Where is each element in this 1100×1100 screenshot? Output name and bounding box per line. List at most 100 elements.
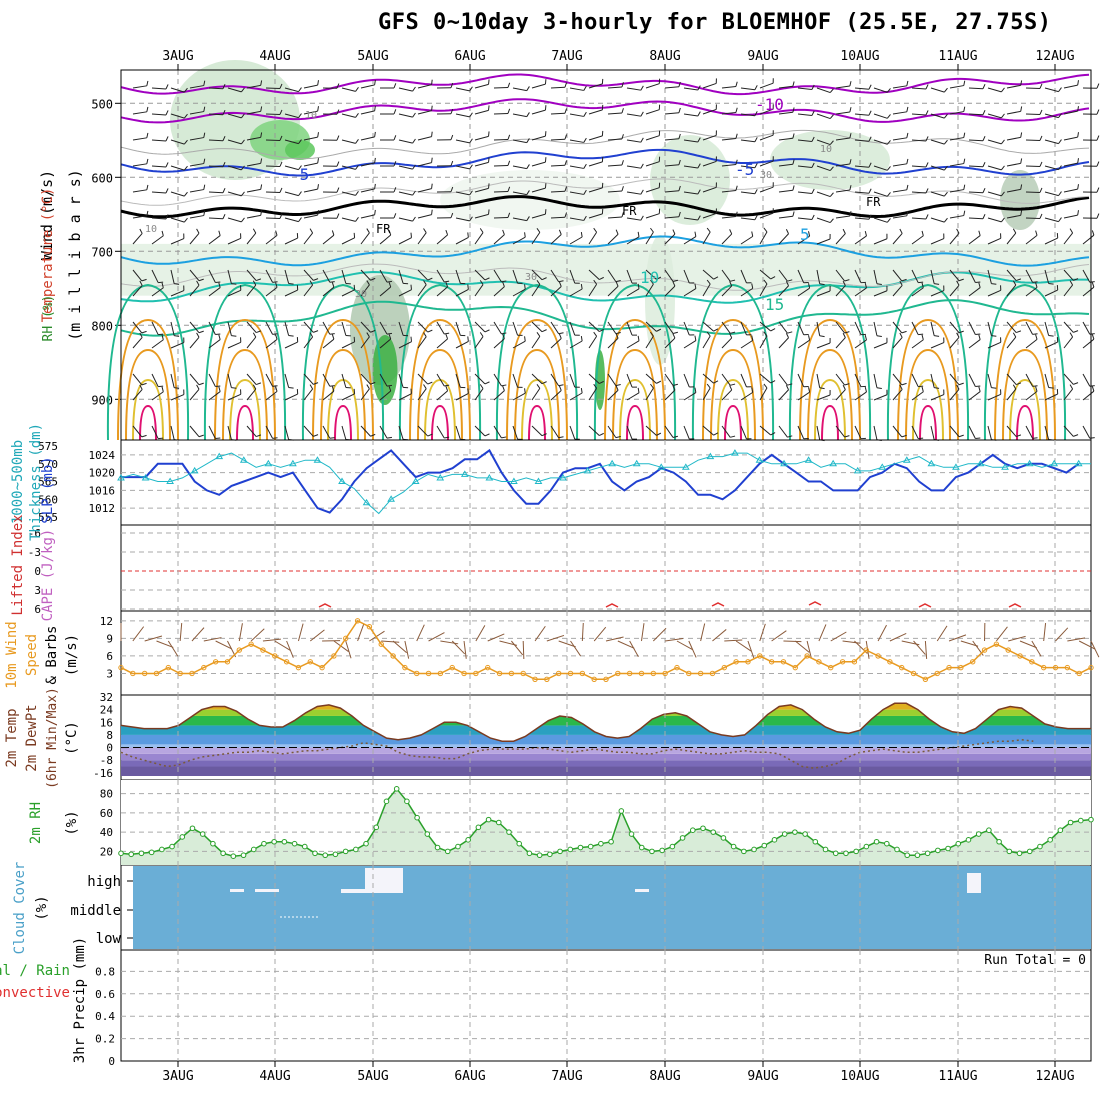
wind-barb-shaft [1082, 390, 1095, 401]
wind-barb-shaft [569, 139, 584, 143]
wind-speed-point [118, 664, 124, 671]
wind-barb-shaft [512, 288, 526, 297]
wind-barb-flag [729, 229, 733, 235]
wind-barb-shaft [512, 113, 527, 118]
upper-tick-label: 800 [91, 319, 113, 333]
rh-point [567, 846, 574, 853]
wind-barb-shaft [493, 373, 502, 387]
wind-barb-flag [1032, 281, 1038, 283]
wind-barb [1055, 627, 1069, 642]
rh-tick-label: 60 [100, 807, 113, 820]
wind-barb [640, 623, 645, 642]
wind-barb-shaft [1082, 269, 1091, 283]
wind-barb-flag [729, 385, 733, 391]
wind-barb-flag [886, 166, 891, 171]
wind-barb [676, 640, 693, 651]
wind-barb-shaft [398, 139, 413, 144]
panel-frame-li [120, 524, 1092, 612]
wind-barb-shaft [398, 269, 404, 284]
wind-barb-shaft [455, 236, 469, 245]
wind-barb-flag [886, 218, 891, 223]
wind-barb-flag [488, 131, 490, 137]
wind-barb-flag [146, 106, 149, 112]
wind-barb-shaft [854, 113, 869, 116]
wind-barb-flag [808, 387, 811, 393]
wind-barb-flag [1091, 282, 1095, 288]
wind-speed-point [402, 664, 408, 671]
cloud-patch [230, 889, 244, 892]
wind-barb-shaft [816, 269, 821, 284]
label-wind-units: (m/s) [64, 634, 80, 676]
wind-barb-flag [713, 276, 719, 280]
wind-barb-shaft [1006, 232, 1017, 245]
wind-barb-shaft [398, 237, 412, 245]
wind-barb-shaft [550, 86, 566, 89]
rh-point [945, 845, 951, 852]
wind-barb-shaft [246, 214, 261, 219]
wind-barb-shaft [474, 284, 484, 297]
wind-barb [830, 631, 847, 642]
wind-barb-flag [1096, 135, 1100, 141]
wind-barb-flag [502, 333, 505, 339]
thickness-point [780, 459, 788, 467]
wind-barb-shaft [512, 392, 526, 401]
rh-point [894, 846, 900, 853]
wind-barb-shaft [512, 191, 527, 196]
wind-barb-shaft [474, 373, 486, 385]
wind-speed-point [981, 647, 988, 653]
rh-point [1057, 827, 1064, 834]
wind-barb-flag [921, 386, 924, 392]
wind-barb-shaft [721, 373, 731, 386]
label-cloud-units: (%) [34, 895, 50, 920]
wind-barb-flag [1039, 187, 1043, 193]
wind-barb-flag [412, 112, 416, 118]
temp-tick-label: 0 [106, 742, 113, 755]
wind-barb-flag [956, 332, 960, 338]
wind-barb-flag [1012, 228, 1017, 234]
wind-barb-flag [1039, 161, 1043, 167]
wind-barb-flag [829, 166, 834, 171]
wind-barb-shaft [1044, 139, 1059, 145]
wind-barb-flag [640, 111, 644, 117]
wind-barb-shaft [379, 234, 392, 245]
wind-barb-flag [222, 109, 226, 115]
upper-tick-label: 900 [91, 393, 113, 407]
wind-barb-flag [336, 213, 340, 219]
rh-tick-label: 20 [100, 845, 113, 858]
wind-barb-shaft [170, 394, 185, 401]
wind-barb-shaft [227, 113, 242, 119]
wind-speed-point [899, 664, 905, 671]
wind-barb-shaft [417, 136, 432, 141]
wind-speed-point [1017, 653, 1023, 659]
wind-barb-shaft [341, 289, 355, 297]
rh-point [955, 840, 962, 847]
wind-barb [794, 640, 810, 653]
temp-contour-5 [120, 235, 1090, 267]
wind-barb-flag [165, 162, 169, 168]
wind-barb-shaft [360, 162, 375, 167]
chart-title: GFS 0~10day 3-hourly for BLOEMHOF (25.5E… [378, 10, 1052, 35]
wind-barb-shaft [1063, 214, 1078, 219]
wind-barb-shaft [626, 217, 641, 221]
warm-loop-4-3 [528, 404, 546, 441]
wind-barb-flag [161, 386, 164, 392]
wind-barb-shaft [987, 165, 1002, 171]
wind-barb-shaft [417, 373, 429, 385]
wind-barb-shaft [797, 165, 812, 168]
wind-barb-shaft [246, 388, 257, 401]
wind-barb-flag [730, 435, 736, 438]
rh-point [138, 850, 145, 857]
wind-barb-shaft [189, 321, 200, 334]
wind-barb-flag [298, 87, 302, 92]
wind-barb-flag [1073, 434, 1079, 437]
wind-barb [203, 637, 222, 642]
wind-barb-flag [410, 388, 412, 394]
wind-barb-shaft [987, 191, 1002, 197]
wind-barb-shaft [740, 87, 755, 91]
wind-barb-shaft [816, 113, 831, 120]
wind-barb-flag [252, 332, 257, 338]
rh-point [291, 840, 298, 847]
wind-barb [948, 634, 967, 642]
wind-barb-shaft [569, 165, 584, 169]
wind-barb-shaft [398, 191, 413, 196]
